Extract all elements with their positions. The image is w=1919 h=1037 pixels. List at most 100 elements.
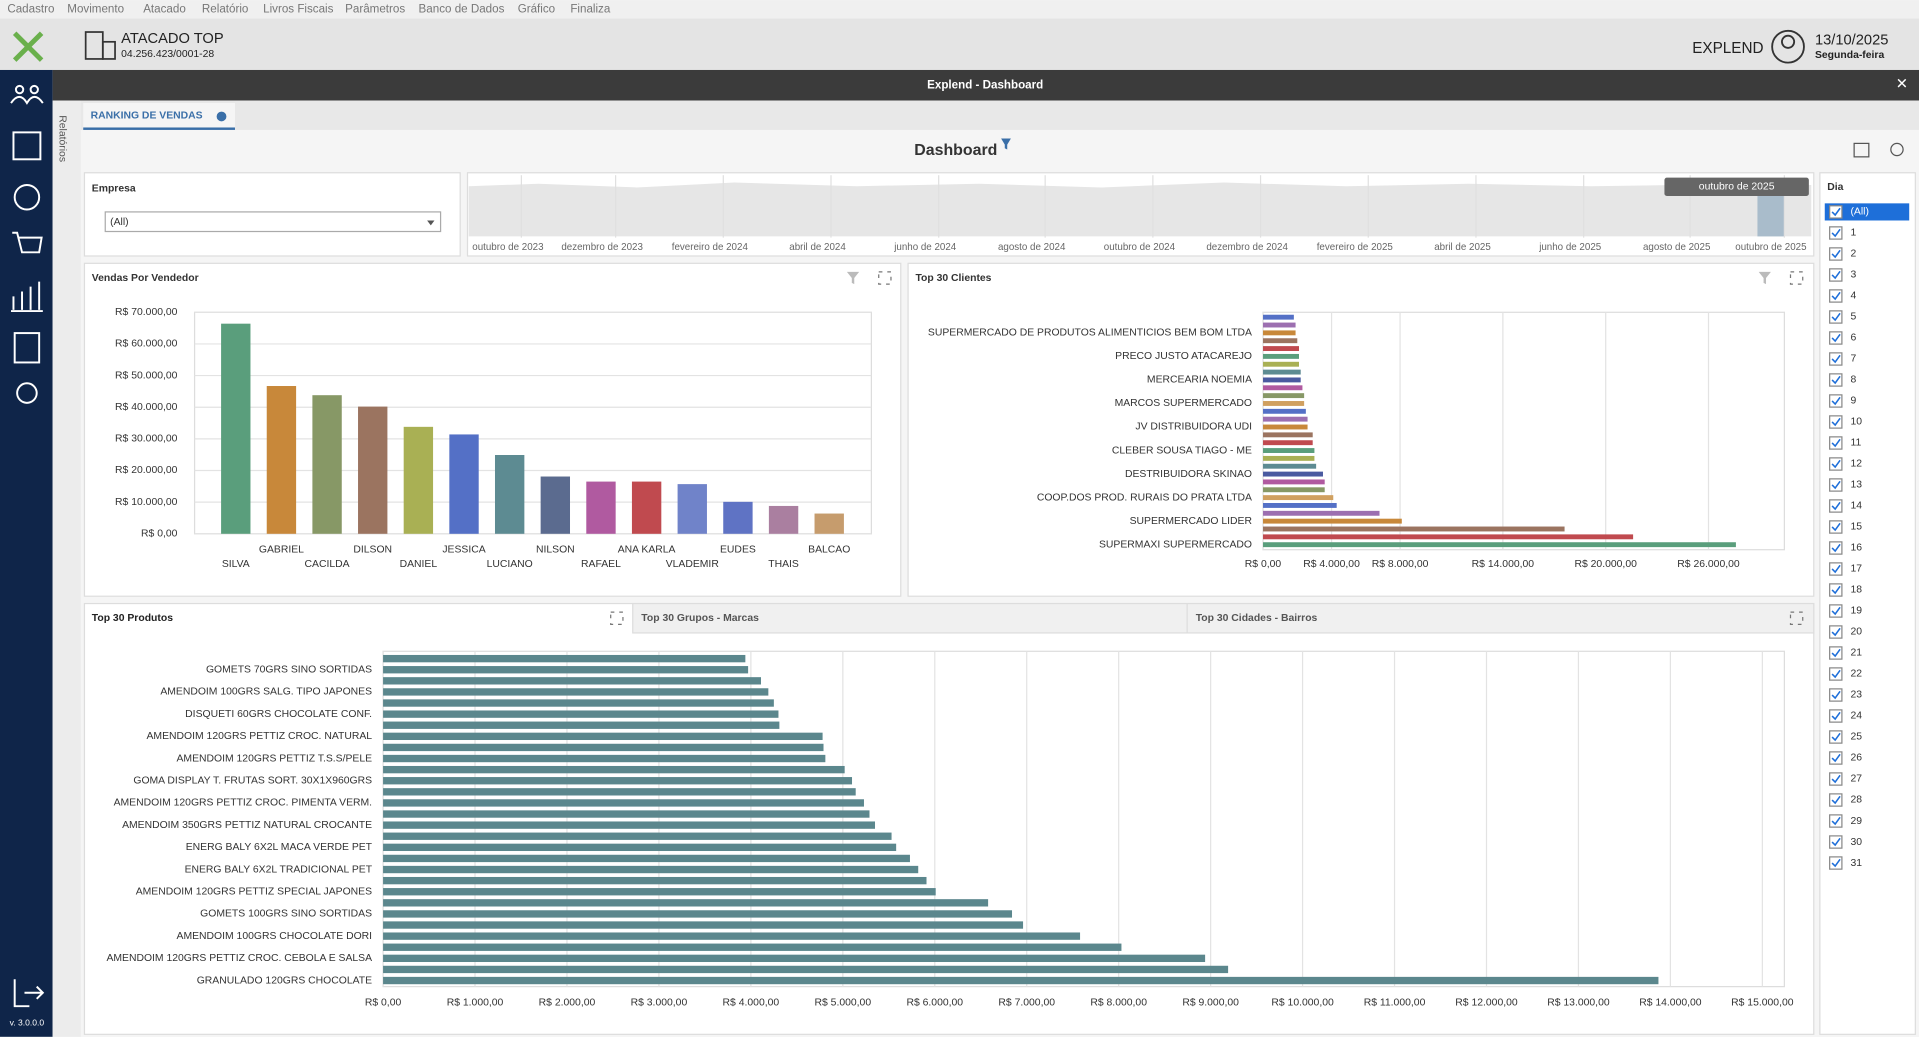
bar[interactable] (383, 854, 910, 863)
bar[interactable] (383, 677, 761, 685)
bar[interactable] (383, 799, 864, 807)
bar[interactable] (383, 910, 1013, 918)
bar[interactable] (1263, 440, 1313, 446)
menu-item[interactable]: Relatório (202, 2, 248, 15)
close-button[interactable]: ✕ (1896, 77, 1908, 93)
user-avatar[interactable] (1771, 29, 1805, 64)
bar[interactable] (383, 721, 780, 729)
menu-item[interactable]: Movimento (67, 2, 124, 15)
bar[interactable] (768, 505, 799, 534)
bar[interactable] (383, 954, 1206, 963)
expand-icon[interactable] (610, 611, 624, 625)
bar[interactable] (540, 476, 571, 534)
checkbox[interactable] (1829, 226, 1843, 240)
filter-clear-icon[interactable] (846, 271, 860, 285)
export-icon[interactable] (1853, 142, 1870, 158)
bar[interactable] (1263, 463, 1317, 469)
bar[interactable] (449, 434, 479, 534)
bar[interactable] (403, 426, 434, 534)
bar[interactable] (383, 688, 769, 696)
bar[interactable] (1263, 353, 1299, 359)
bar[interactable] (677, 484, 707, 534)
checkbox[interactable] (1829, 394, 1843, 408)
chart-tab[interactable]: Top 30 Cidades - Bairros (1196, 613, 1318, 624)
icon-cart[interactable] (12, 231, 43, 254)
checkbox[interactable] (1829, 331, 1843, 345)
menu-item[interactable]: Finaliza (570, 2, 611, 15)
bar[interactable] (814, 513, 844, 534)
tab[interactable] (83, 103, 235, 130)
menu-item[interactable]: Banco de Dados (419, 2, 505, 15)
bar[interactable] (1263, 314, 1294, 320)
bar[interactable] (383, 821, 876, 829)
icon-stock[interactable] (12, 131, 42, 161)
bar[interactable] (358, 406, 388, 534)
bar[interactable] (221, 323, 251, 534)
checkbox[interactable] (1829, 856, 1843, 870)
checkbox[interactable] (1829, 541, 1843, 555)
checkbox[interactable] (1829, 562, 1843, 576)
filter-clear-icon[interactable] (1758, 271, 1771, 285)
menu-item[interactable]: Cadastro (7, 2, 54, 15)
bar[interactable] (1263, 471, 1323, 477)
bar[interactable] (383, 976, 1659, 985)
checkbox[interactable] (1829, 373, 1843, 387)
bar[interactable] (1263, 346, 1299, 352)
bar[interactable] (1263, 338, 1298, 344)
bar[interactable] (1263, 455, 1315, 461)
checkbox[interactable] (1829, 751, 1843, 765)
bar[interactable] (266, 386, 297, 534)
bar[interactable] (1263, 385, 1303, 391)
bar[interactable] (1263, 510, 1380, 516)
bar[interactable] (1263, 361, 1299, 367)
icon-money[interactable] (13, 184, 41, 211)
bar[interactable] (383, 765, 845, 774)
bar[interactable] (383, 699, 774, 707)
bar[interactable] (494, 455, 525, 534)
icon-clients[interactable] (10, 84, 44, 105)
bar[interactable] (383, 810, 870, 818)
bar[interactable] (1263, 432, 1313, 438)
bar[interactable] (1263, 330, 1296, 336)
bar[interactable] (383, 654, 746, 663)
bar[interactable] (1263, 479, 1325, 485)
checkbox[interactable] (1829, 709, 1843, 723)
empresa-dropdown[interactable] (104, 211, 442, 233)
bar[interactable] (1263, 534, 1634, 540)
bar[interactable] (1263, 322, 1296, 328)
checkbox[interactable] (1829, 625, 1843, 639)
bar[interactable] (1263, 424, 1308, 430)
checkbox[interactable] (1829, 793, 1843, 807)
bar[interactable] (1263, 377, 1301, 383)
bar[interactable] (383, 865, 919, 874)
bar[interactable] (383, 921, 1024, 929)
bar[interactable] (723, 501, 753, 534)
bar[interactable] (383, 876, 927, 885)
range-selection[interactable] (1757, 196, 1785, 237)
checkbox[interactable] (1829, 814, 1843, 828)
checkbox[interactable] (1829, 352, 1843, 366)
settings-icon[interactable] (1890, 142, 1904, 157)
bar[interactable] (383, 732, 823, 741)
bar[interactable] (383, 710, 779, 718)
expand-icon[interactable] (1789, 271, 1804, 285)
bar[interactable] (383, 932, 1081, 940)
bar[interactable] (383, 832, 892, 840)
checkbox[interactable] (1829, 457, 1843, 471)
checkbox[interactable] (1829, 730, 1843, 744)
checkbox[interactable] (1829, 499, 1843, 513)
checkbox[interactable] (1829, 646, 1843, 660)
icon-idea[interactable] (16, 382, 38, 404)
checkbox[interactable] (1829, 835, 1843, 849)
bar[interactable] (1263, 495, 1334, 501)
checkbox[interactable] (1829, 667, 1843, 681)
bar[interactable] (383, 843, 897, 852)
bar[interactable] (1263, 448, 1315, 453)
checkbox[interactable] (1829, 205, 1843, 219)
bar[interactable] (383, 943, 1122, 951)
bar[interactable] (383, 899, 989, 907)
bar[interactable] (1263, 401, 1305, 406)
bar[interactable] (383, 754, 826, 763)
bar[interactable] (383, 777, 853, 785)
bar[interactable] (1263, 393, 1305, 399)
